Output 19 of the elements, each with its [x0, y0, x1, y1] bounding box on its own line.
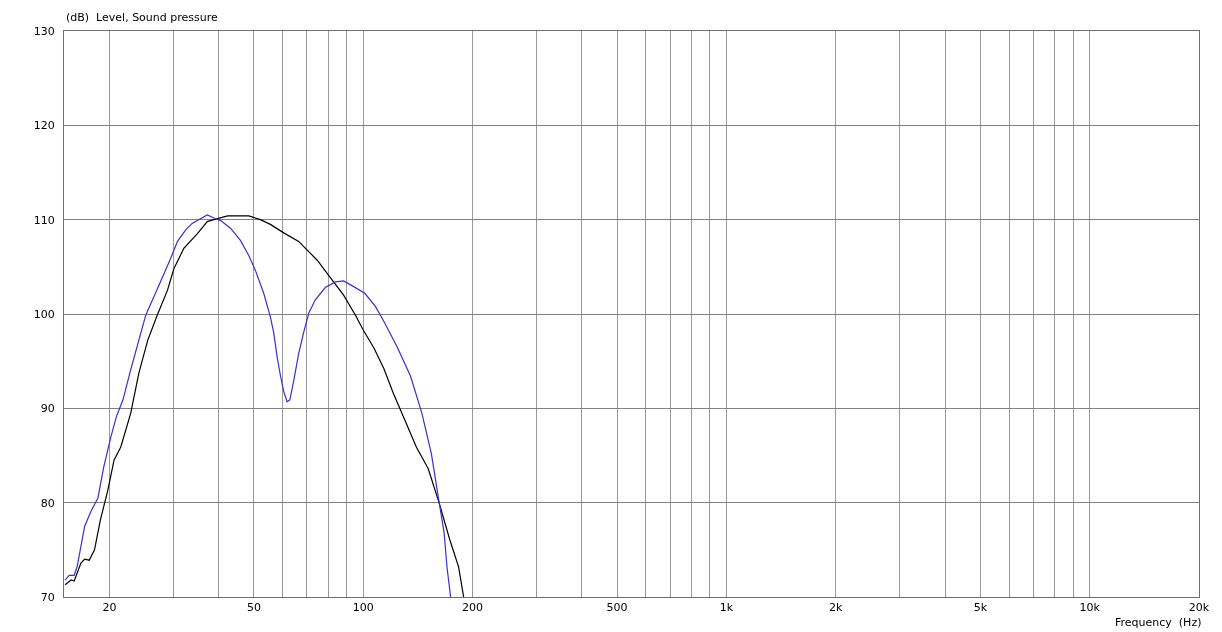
x-tick-label: 5k — [973, 601, 988, 615]
x-tick-label: 1k — [719, 601, 734, 615]
x-tick-label: 20 — [102, 601, 117, 615]
y-tick-label: 110 — [33, 213, 55, 227]
x-tick-label: 10k — [1079, 601, 1101, 615]
y-tick-label: 80 — [40, 496, 55, 510]
x-tick-label: 500 — [606, 601, 628, 615]
x-axis-title: Frequency (Hz) — [1115, 616, 1202, 629]
x-tick-label: 50 — [246, 601, 261, 615]
x-tick-label: 2k — [829, 601, 844, 615]
y-tick-label: 70 — [40, 590, 55, 604]
y-axis-title: (dB) Level, Sound pressure — [66, 11, 219, 24]
x-tick-label: 20k — [1188, 601, 1210, 615]
y-tick-label: 90 — [40, 402, 55, 416]
x-tick-label: 200 — [462, 601, 484, 615]
y-tick-label: 120 — [33, 119, 55, 133]
x-tick-label: 100 — [352, 601, 374, 615]
y-tick-label: 130 — [33, 24, 55, 38]
y-tick-label: 100 — [33, 307, 55, 321]
